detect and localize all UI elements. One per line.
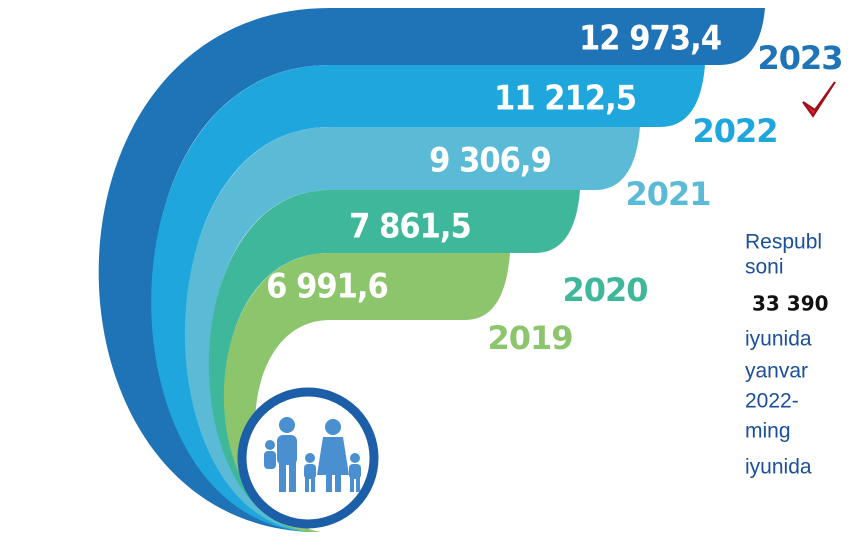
family-icon (264, 417, 361, 492)
band (223, 253, 510, 532)
side-line: ming (745, 420, 791, 443)
side-line: yanvar (745, 360, 808, 383)
band-year: 2023 (757, 39, 842, 77)
side-line: iyunida (745, 328, 812, 351)
side-line: 33 390 (752, 292, 829, 316)
band-value: 6 991,6 (266, 267, 388, 307)
band (208, 190, 580, 532)
side-line: Respubl (745, 231, 822, 254)
band-value: 11 212,5 (494, 79, 636, 119)
band-year: 2021 (625, 175, 710, 213)
check-mark (802, 81, 836, 118)
side-line: iyunida (745, 456, 812, 479)
band (98, 8, 766, 532)
band-value: 12 973,4 (579, 19, 721, 59)
band (151, 65, 705, 532)
band-year: 2019 (487, 319, 572, 357)
labels: 12 973,4 2023 11 212,5 2022 9 306,9 2021 7 861… (266, 19, 843, 358)
side-line: soni (745, 256, 784, 279)
side-line: 2022- (745, 390, 799, 413)
band-value: 7 861,5 (349, 207, 471, 247)
band-value: 9 306,9 (429, 141, 551, 181)
band-year: 2020 (562, 271, 647, 309)
band-year: 2022 (692, 112, 777, 150)
bands (98, 8, 766, 532)
band (184, 127, 640, 532)
